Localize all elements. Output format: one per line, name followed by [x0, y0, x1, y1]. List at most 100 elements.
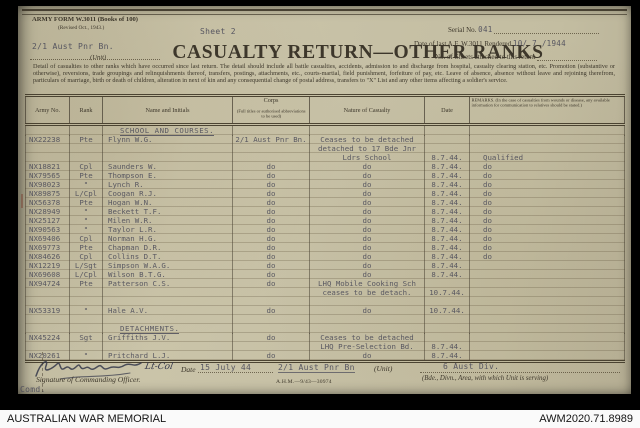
cell-remarks: do: [470, 207, 625, 216]
cell-nature: do: [310, 270, 425, 279]
cell-name: Hogan W.N.: [103, 198, 233, 207]
cell-remarks: [470, 279, 625, 297]
table-row: NX28949 " Beckett T.F. do do 8.7.44. do: [25, 207, 625, 216]
cell-nature: do: [310, 198, 425, 207]
serial-value: 041: [478, 25, 493, 34]
cell-corps: do: [233, 216, 310, 225]
left-edge-marks: [21, 194, 26, 208]
cell-rank: Cpl: [70, 234, 103, 243]
sheets-dotted-line: [537, 52, 598, 61]
cell-date: [425, 315, 470, 324]
cell-corps: 2/1 Aust Pnr Bn.: [233, 135, 310, 162]
cell-rank: Pte: [70, 243, 103, 252]
cell-nature: do: [310, 207, 425, 216]
cell-remarks: Qualified: [470, 135, 625, 162]
cell-name: Beckett T.F.: [103, 207, 233, 216]
cell-rank: L/Sgt: [70, 261, 103, 270]
cell-rank: ": [70, 306, 103, 315]
cell-remarks: do: [470, 216, 625, 225]
cell-army: NX89875: [25, 189, 70, 198]
cell-rank: ": [70, 351, 103, 360]
cell-name: Griffiths J.V.: [103, 333, 233, 351]
cell-date: 8.7.44.: [425, 162, 470, 171]
cell-rank: [70, 324, 103, 334]
header-rank: Rank: [70, 97, 103, 123]
cell-army: NX94724: [25, 279, 70, 297]
cell-rank: Pte: [70, 171, 103, 180]
table-row: NX12219 L/Sgt Simpson W.A.G. do do 8.7.44.: [25, 261, 625, 270]
cell-army: NX22238: [25, 135, 70, 162]
table-row: NX89875 L/Cpl Coogan R.J. do do 8.7.44. do: [25, 189, 625, 198]
awm-institution-label: AUSTRALIAN WAR MEMORIAL: [7, 413, 167, 425]
signature-rank: Lt-Col: [144, 362, 174, 372]
cell-corps: do: [233, 243, 310, 252]
awm-accession-number: AWM2020.71.8989: [539, 413, 633, 425]
table-row: NX94724 Pte Patterson C.S. do LHQ Mobile Coo…: [25, 279, 625, 297]
cell-nature: do: [310, 171, 425, 180]
cell-date: [425, 324, 470, 334]
table-row: NX20261 " Pritchard L.J. do do 8.7.44.: [25, 351, 625, 360]
cell-army: NX69773: [25, 243, 70, 252]
cell-date: 8.7.44.: [425, 135, 470, 162]
signature-caption: Signature of Commanding Officer.: [36, 375, 141, 384]
cell-date: 8.7.44.: [425, 198, 470, 207]
cell-rank: ": [70, 207, 103, 216]
cell-name: SCHOOL AND COURSES.: [103, 126, 233, 136]
casualty-table: Army No. Rank Name and Initials Corps (F…: [25, 94, 625, 363]
division-dotted-line: [420, 364, 620, 373]
cell-name: Chapman D.R.: [103, 243, 233, 252]
table-row: NX69773 Pte Chapman D.R. do do 8.7.44. do: [25, 243, 625, 252]
cell-nature: do: [310, 243, 425, 252]
header-nature: Nature of Casualty: [310, 97, 425, 123]
cell-date: 8.7.44.: [425, 225, 470, 234]
header-name: Name and Initials: [103, 97, 233, 123]
table-row: NX90563 " Taylor L.R. do do 8.7.44. do: [25, 225, 625, 234]
cell-nature: Ceases to be detached detached to 17 Bde …: [310, 135, 425, 162]
cell-rank: L/Cpl: [70, 189, 103, 198]
cell-nature: [310, 297, 425, 306]
cell-army: NX53319: [25, 306, 70, 315]
cell-army: NX56378: [25, 198, 70, 207]
cell-remarks: do: [470, 171, 625, 180]
sheets-attached-line: No. of Sheets attached to this return: [435, 52, 598, 61]
cell-army: [25, 315, 70, 324]
table-header-row: Army No. Rank Name and Initials Corps (F…: [25, 94, 625, 126]
cell-remarks: [470, 126, 625, 136]
cell-date: 8.7.44.: [425, 171, 470, 180]
table-row: NX79565 Pte Thompson E. do do 8.7.44. do: [25, 171, 625, 180]
cell-date: 8.7.44.: [425, 351, 470, 360]
cell-army: NX98023: [25, 180, 70, 189]
cell-name: Thompson E.: [103, 171, 233, 180]
cell-name: [103, 315, 233, 324]
cell-army: [25, 297, 70, 306]
table-row: NX69406 Cpl Norman H.G. do do 8.7.44. do: [25, 234, 625, 243]
cell-corps: [233, 297, 310, 306]
cell-name: Lynch R.: [103, 180, 233, 189]
cell-rank: [70, 126, 103, 136]
cell-date: 8.7.44.: [425, 216, 470, 225]
table-row: NX18821 Cpl Saunders W. do do 8.7.44. do: [25, 162, 625, 171]
cell-corps: do: [233, 306, 310, 315]
spacer-row: [25, 315, 625, 324]
cell-army: NX69608: [25, 270, 70, 279]
cell-rank: [70, 315, 103, 324]
cell-remarks: [470, 297, 625, 306]
cell-nature: do: [310, 261, 425, 270]
cell-nature: [310, 126, 425, 136]
unit-caption: (Unit): [90, 54, 107, 61]
form-number: ARMY FORM W.3011 (Books of 100): [32, 16, 138, 23]
cell-corps: do: [233, 207, 310, 216]
cell-date: 8.7.44.: [425, 207, 470, 216]
cell-corps: do: [233, 225, 310, 234]
date-last-value: 10/ 7 /1944: [512, 39, 566, 48]
table-row: NX56378 Pte Hogan W.N. do do 8.7.44. do: [25, 198, 625, 207]
cell-name: Milen W.R.: [103, 216, 233, 225]
cell-army: NX12219: [25, 261, 70, 270]
serial-label: Serial No.: [448, 26, 477, 34]
page-title: CASUALTY RETURN—OTHER RANKS: [172, 42, 544, 63]
cell-army: [25, 126, 70, 136]
perforation-line: [42, 352, 43, 392]
table-row: NX25127 " Milen W.R. do do 8.7.44. do: [25, 216, 625, 225]
section-heading: DETACHMENTS.: [120, 324, 180, 334]
header-remarks: REMARKS. (In the case of casualties from…: [470, 97, 625, 123]
